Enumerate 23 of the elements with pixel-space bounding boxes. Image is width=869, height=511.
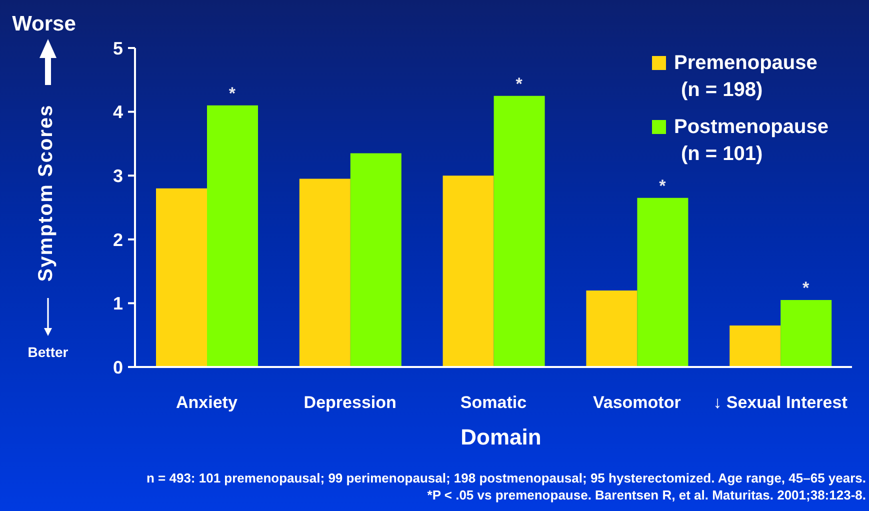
legend-label: Postmenopause (n = 101) (674, 115, 828, 167)
x-tick-label: Vasomotor (592, 393, 682, 412)
y-tick-label: 4 (112, 102, 123, 122)
annotation: * (802, 278, 810, 298)
legend-label: Premenopause (n = 198) (674, 51, 818, 103)
y-axis-title: Symptom Scores (35, 104, 57, 282)
x-tick-label: Anxiety (176, 393, 238, 412)
text: n = 493: 101 premenopausal; 99 perimenopausal; 198 postmenopausal; 95 hysterectomized. Age range, 45–65 years. (146, 470, 866, 486)
y-tick-label: 1 (112, 294, 123, 314)
text: Worse (12, 12, 76, 36)
text: *P < .05 vs premenopause. Barentsen R, et al. Maturitas. 2001;38:123-8. (427, 488, 866, 502)
x-tick-label: ↓ Sexual Interest (713, 393, 848, 412)
y-tick-label: 0 (112, 357, 123, 378)
x-tick-label: Somatic (460, 393, 527, 412)
x-axis-title: Domain (460, 424, 542, 450)
text: Better (28, 344, 69, 360)
annotation: * (659, 176, 666, 196)
y-tick-label: 3 (112, 166, 123, 186)
y-tick-label: 5 (112, 38, 123, 58)
x-tick-label: Depression (304, 393, 396, 412)
annotation: * (228, 84, 236, 103)
y-tick-label: 2 (112, 230, 123, 250)
annotation: * (516, 74, 523, 94)
